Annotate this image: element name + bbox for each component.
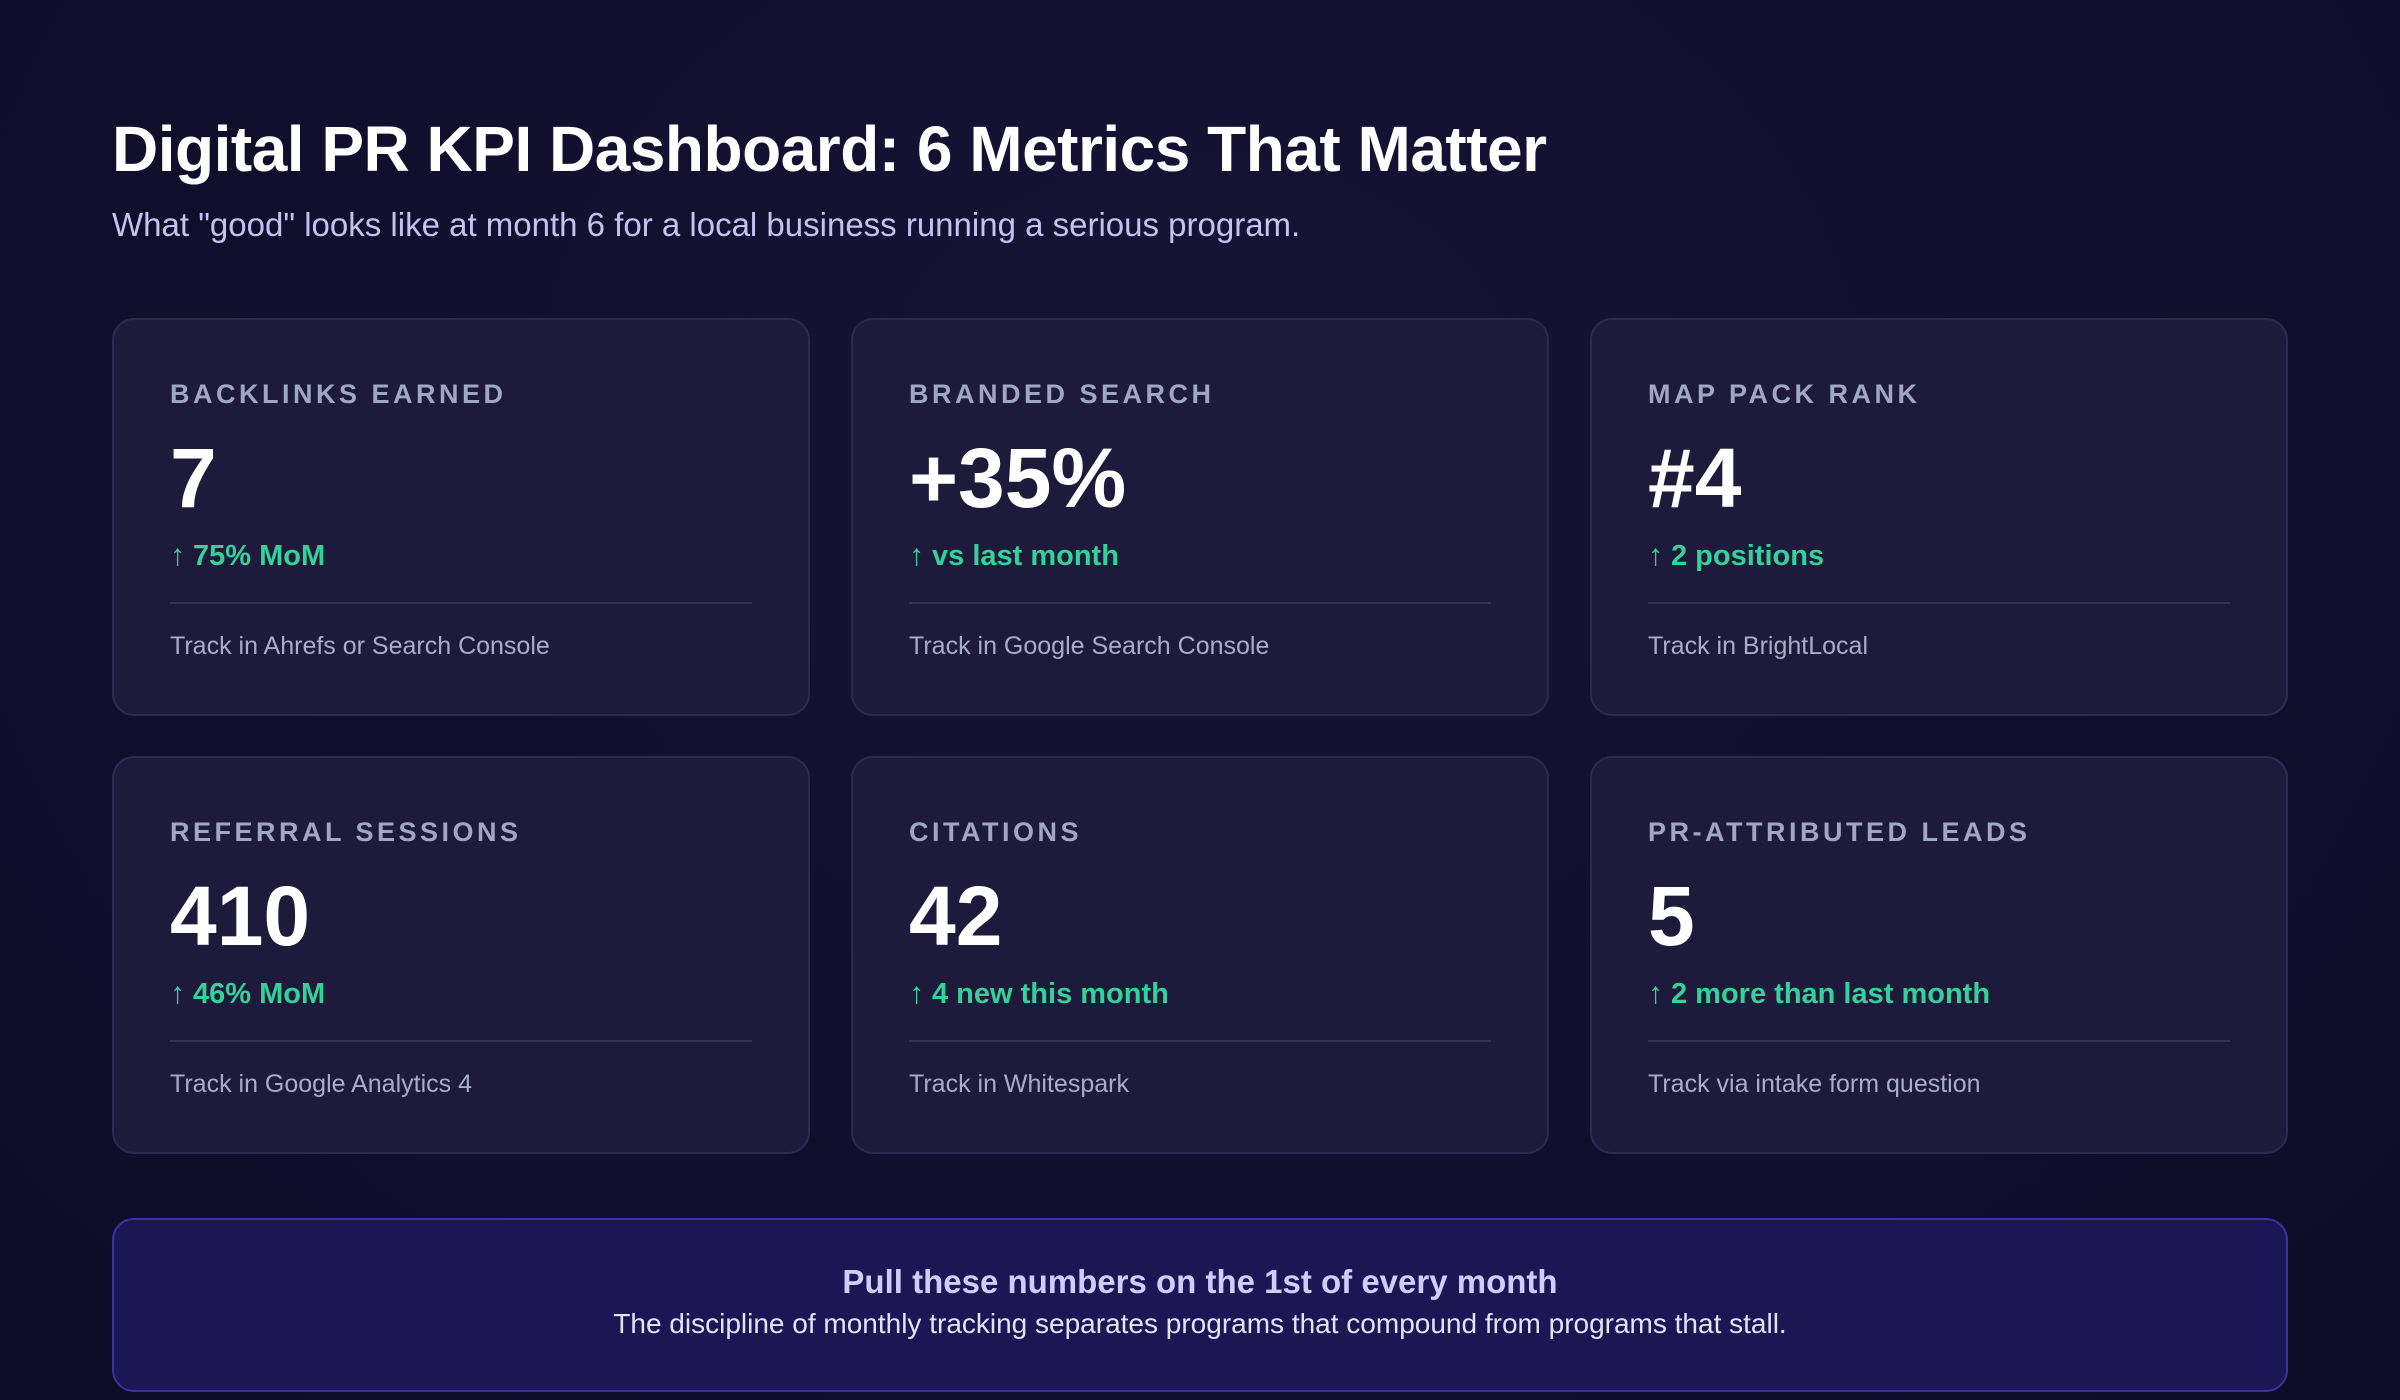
kpi-trend-text: 4 new this month [932,978,1169,1010]
kpi-trend: ↑ 2 more than last month [1648,976,2230,1012]
reminder-banner: Pull these numbers on the 1st of every m… [112,1218,2288,1392]
banner-title: Pull these numbers on the 1st of every m… [842,1263,1558,1300]
kpi-trend-text: 46% MoM [193,978,326,1010]
arrow-up-icon: ↑ [1648,539,1663,572]
kpi-note: Track in BrightLocal [1648,632,1868,660]
kpi-trend-text: 2 more than last month [1671,978,1991,1010]
kpi-value: 42 [909,869,1003,963]
kpi-card-branded-search: BRANDED SEARCH +35% ↑ vs last month Trac… [851,318,1549,716]
divider [909,1040,1491,1042]
arrow-up-icon: ↑ [170,539,185,572]
kpi-value: 7 [170,431,217,525]
kpi-label: BRANDED SEARCH [909,379,1215,409]
kpi-trend-text: 75% MoM [193,540,326,572]
kpi-card-referral-sessions: REFERRAL SESSIONS 410 ↑ 46% MoM Track in… [112,756,810,1154]
kpi-label: BACKLINKS EARNED [170,379,507,409]
divider [1648,1040,2230,1042]
page-title: Digital PR KPI Dashboard: 6 Metrics That… [112,113,1547,185]
kpi-label: CITATIONS [909,817,1082,847]
kpi-value: 410 [170,869,311,963]
kpi-trend: ↑ 2 positions [1648,538,2230,574]
kpi-card-backlinks: BACKLINKS EARNED 7 ↑ 75% MoM Track in Ah… [112,318,810,716]
kpi-trend: ↑ 75% MoM [170,538,752,574]
kpi-note: Track in Google Analytics 4 [170,1070,472,1098]
kpi-trend: ↑ 4 new this month [909,976,1491,1012]
kpi-trend-text: 2 positions [1671,540,1825,572]
kpi-card-map-pack-rank: MAP PACK RANK #4 ↑ 2 positions Track in … [1590,318,2288,716]
divider [170,602,752,604]
kpi-card-citations: CITATIONS 42 ↑ 4 new this month Track in… [851,756,1549,1154]
kpi-value: +35% [909,431,1127,525]
kpi-label: PR-ATTRIBUTED LEADS [1648,817,2031,847]
kpi-trend-text: vs last month [932,540,1119,572]
kpi-label: MAP PACK RANK [1648,379,1921,409]
kpi-value: #4 [1648,431,1742,525]
kpi-card-pr-attributed-leads: PR-ATTRIBUTED LEADS 5 ↑ 2 more than last… [1590,756,2288,1154]
divider [909,602,1491,604]
kpi-trend: ↑ vs last month [909,538,1491,574]
page-subtitle: What "good" looks like at month 6 for a … [112,206,1301,243]
kpi-grid: BACKLINKS EARNED 7 ↑ 75% MoM Track in Ah… [112,318,2288,1154]
arrow-up-icon: ↑ [1648,977,1663,1010]
kpi-note: Track in Google Search Console [909,632,1270,660]
kpi-note: Track via intake form question [1648,1070,1981,1098]
kpi-label: REFERRAL SESSIONS [170,817,522,847]
banner-text: The discipline of monthly tracking separ… [613,1308,1787,1339]
arrow-up-icon: ↑ [170,977,185,1010]
kpi-trend: ↑ 46% MoM [170,976,752,1012]
divider [170,1040,752,1042]
kpi-value: 5 [1648,869,1695,963]
divider [1648,602,2230,604]
arrow-up-icon: ↑ [909,539,924,572]
kpi-note: Track in Ahrefs or Search Console [170,632,550,660]
arrow-up-icon: ↑ [909,977,924,1010]
kpi-note: Track in Whitespark [909,1070,1129,1098]
